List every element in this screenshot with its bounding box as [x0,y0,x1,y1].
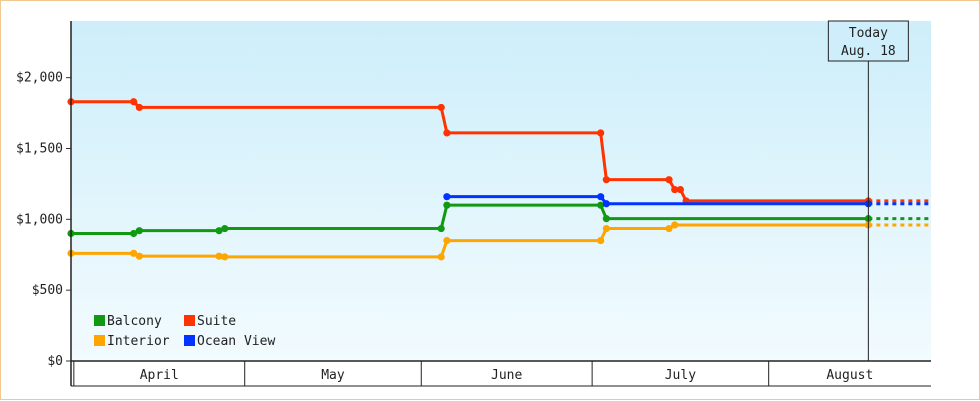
data-point-interior [215,252,223,260]
data-point-balcony [597,201,605,209]
data-point-balcony [602,215,610,223]
today-box [827,20,909,62]
data-point-suite [135,103,143,112]
data-point-suite [443,129,451,137]
legend-label-interior: Interior [107,334,170,349]
data-point-interior [602,224,610,233]
x-axis-months: April May June July August [73,361,873,386]
month-label-may: May [321,368,345,383]
data-point-interior [135,252,143,260]
legend-swatch-balcony [94,315,105,326]
data-point-balcony [437,224,445,233]
today-date-label: Aug. 18 [841,44,896,59]
data-point-suite [671,185,679,194]
axes [70,21,931,387]
legend-label-balcony: Balcony [107,314,162,329]
y-tick-label: $1,500 [16,142,63,157]
legend-swatch-interior [94,335,105,346]
data-point-ocean-view [597,193,605,201]
y-tick-label: $0 [47,354,63,369]
y-axis-ticks: $0 $500 $1,000 $1,500 $2,000 [16,71,71,369]
series-line-ocean-view [445,195,870,206]
data-point-suite [665,176,673,184]
series-layer [67,98,931,261]
y-tick-label: $500 [32,283,63,298]
data-point-suite [676,185,685,194]
data-point-suite [602,176,610,184]
data-point-interior [443,236,451,245]
data-point-balcony [135,227,143,235]
data-point-suite [130,98,138,106]
today-marker: Today Aug. 18 [827,20,909,361]
plot-area [71,21,931,361]
data-point-interior [665,224,673,233]
today-label: Today [849,26,888,41]
data-point-balcony [443,201,451,209]
data-point-ocean-view [443,193,451,201]
data-point-suite [437,103,445,112]
data-point-interior [597,236,605,245]
data-point-interior [437,253,445,261]
month-label-july: July [665,368,696,383]
legend-swatch-ocean-view [184,335,195,346]
series-balcony [67,201,931,238]
data-point-interior [221,253,229,261]
y-tick-label: $1,000 [16,212,63,227]
series-interior [67,221,931,261]
data-point-interior [130,249,138,257]
data-point-balcony [130,229,138,238]
data-point-balcony [215,227,223,235]
legend-label-suite: Suite [197,314,236,329]
legend: Balcony Suite Interior Ocean View [94,314,275,349]
month-label-august: August [826,368,873,383]
month-label-june: June [491,368,522,383]
data-point-interior [671,221,679,229]
data-point-balcony [221,224,229,233]
data-point-suite [597,129,605,137]
data-point-ocean-view [602,200,610,208]
y-tick-label: $2,000 [16,71,63,86]
legend-swatch-suite [184,315,195,326]
month-label-april: April [140,368,179,383]
legend-label-ocean-view: Ocean View [197,334,275,349]
